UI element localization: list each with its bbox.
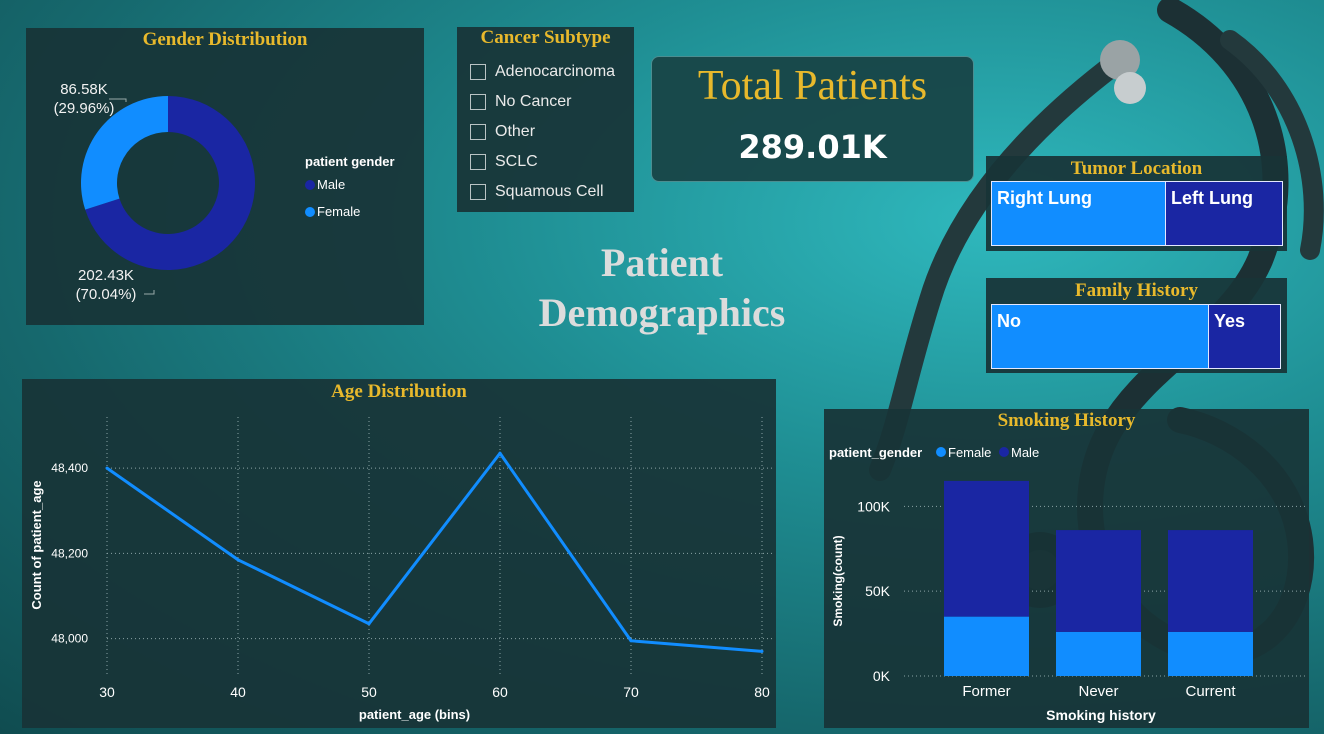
gender-legend-title: patient gender: [305, 154, 395, 169]
subtype-option-no-cancer[interactable]: No Cancer: [457, 87, 634, 117]
smoking-legend-title: patient_gender: [829, 445, 922, 460]
smoking-history-title: Smoking History: [997, 410, 1136, 431]
smoking-stacked-bar-chart: patient_gender Female Male 0K 50K 100K Former N…: [829, 445, 1306, 723]
age-distribution-panel: Age Distribution 30 40 50 60 70 80 48,000 48,20…: [22, 379, 776, 728]
male-data-label: 202.43K (70.04%): [66, 266, 146, 304]
page-title-line-1: Patient: [600, 240, 724, 285]
female-leader-line: [109, 98, 127, 102]
female-legend-label: Female: [948, 445, 991, 460]
x-axis-title: Smoking history: [1046, 707, 1156, 723]
subtype-option-other[interactable]: Other: [457, 117, 634, 147]
smoking-history-panel: Smoking History patient_gender Female Male…: [824, 409, 1309, 728]
subtype-option-label: SCLC: [495, 153, 538, 170]
legend-item-male[interactable]: Male: [305, 177, 345, 192]
age-data-point: [105, 466, 109, 470]
page-title: Patient Demographics: [505, 238, 819, 338]
x-tick-label: 40: [230, 684, 246, 700]
tile-right-lung[interactable]: Right Lung: [991, 181, 1166, 246]
age-series-line: [106, 451, 763, 653]
x-tick-label: Current: [1185, 683, 1236, 700]
x-tick-label: 60: [492, 684, 508, 700]
bar-former-male: [944, 480, 1029, 617]
x-tick-label: Never: [1078, 683, 1118, 700]
tile-left-lung[interactable]: Left Lung: [1165, 181, 1283, 246]
gender-distribution-title: Gender Distribution: [142, 29, 308, 50]
female-pct-label: (29.96%): [53, 100, 115, 117]
subtype-option-label: No Cancer: [495, 93, 572, 110]
age-data-point: [498, 451, 502, 455]
x-tick-label: Former: [962, 683, 1010, 700]
tile-family-history-no[interactable]: No: [991, 304, 1209, 369]
tumor-location-title: Tumor Location: [1070, 158, 1203, 179]
female-data-label: 86.58K (29.96%): [44, 80, 124, 118]
donut-slice-female: [81, 96, 168, 210]
bar-never-female: [1056, 631, 1141, 676]
subtype-option-label: Adenocarcinoma: [495, 63, 616, 80]
y-tick-label: 100K: [857, 498, 890, 514]
cancer-subtype-title: Cancer Subtype: [480, 27, 611, 48]
y-tick-label: 50K: [865, 583, 891, 599]
subtype-option-list: Adenocarcinoma No Cancer Other SCLC Squa…: [457, 57, 634, 207]
y-tick-label: 48,400: [51, 461, 88, 475]
bar-current-female: [1168, 631, 1253, 676]
age-distribution-title: Age Distribution: [331, 381, 467, 402]
subtype-option-sclc[interactable]: SCLC: [457, 147, 634, 177]
tile-family-history-yes[interactable]: Yes: [1208, 304, 1281, 369]
bar-current-male: [1168, 530, 1253, 632]
male-pct-label: (70.04%): [75, 286, 137, 303]
female-value-label: 86.58K: [60, 81, 108, 98]
x-tick-label: 30: [99, 684, 115, 700]
subtype-option-squamous-cell[interactable]: Squamous Cell: [457, 177, 634, 207]
male-leader-line: [144, 290, 155, 295]
x-tick-label: 50: [361, 684, 377, 700]
subtype-option-label: Squamous Cell: [495, 183, 604, 200]
subtype-option-adenocarcinoma[interactable]: Adenocarcinoma: [457, 57, 634, 87]
x-axis-title: patient_age (bins): [359, 707, 470, 722]
checkbox[interactable]: [470, 94, 486, 110]
age-data-point: [367, 622, 371, 626]
bar-former-female: [944, 616, 1029, 676]
y-axis-title: Count of patient_age: [29, 480, 44, 609]
y-axis-title: Smoking(count): [831, 535, 845, 626]
male-legend-dot: [305, 179, 315, 190]
male-legend-label: Male: [1011, 445, 1039, 460]
female-legend-dot: [305, 206, 315, 217]
age-line-chart: 30 40 50 60 70 80 48,000 48,200 48,400 patient_ag…: [29, 417, 772, 722]
checkbox[interactable]: [470, 184, 486, 200]
y-tick-label: 0K: [873, 668, 891, 684]
donut-slice-male: [85, 96, 255, 270]
total-patients-value: 289.01K: [738, 128, 887, 166]
checkbox[interactable]: [470, 154, 486, 170]
gender-donut-chart: [81, 96, 255, 295]
tumor-location-panel: Tumor Location Right Lung Left Lung: [986, 156, 1287, 251]
age-data-point: [236, 558, 240, 562]
x-tick-label: 70: [623, 684, 639, 700]
bar-never-male: [1056, 530, 1141, 632]
age-data-point: [760, 649, 764, 653]
x-tick-label: 80: [754, 684, 770, 700]
checkbox[interactable]: [470, 64, 486, 80]
subtype-option-label: Other: [495, 123, 536, 140]
male-legend-dot: [999, 447, 1009, 457]
y-tick-label: 48,000: [51, 632, 88, 646]
female-legend-label: Female: [317, 204, 361, 219]
total-patients-card: Total Patients 289.01K: [651, 56, 974, 182]
checkbox[interactable]: [470, 124, 486, 140]
cancer-subtype-slicer: Cancer Subtype Adenocarcinoma No Cancer …: [457, 27, 634, 212]
family-history-panel: Family History No Yes: [986, 278, 1287, 373]
gender-distribution-panel: Gender Distribution 86.58K (29.96%) 202.…: [26, 28, 424, 325]
male-value-label: 202.43K: [78, 267, 134, 284]
total-patients-title: Total Patients: [697, 63, 928, 109]
page-title-line-2: Demographics: [538, 290, 786, 335]
legend-item-female[interactable]: Female: [305, 204, 360, 219]
female-legend-dot: [936, 447, 946, 457]
y-tick-label: 48,200: [51, 546, 88, 560]
age-data-point: [629, 639, 633, 643]
male-legend-label: Male: [317, 177, 346, 192]
family-history-title: Family History: [1075, 280, 1198, 301]
